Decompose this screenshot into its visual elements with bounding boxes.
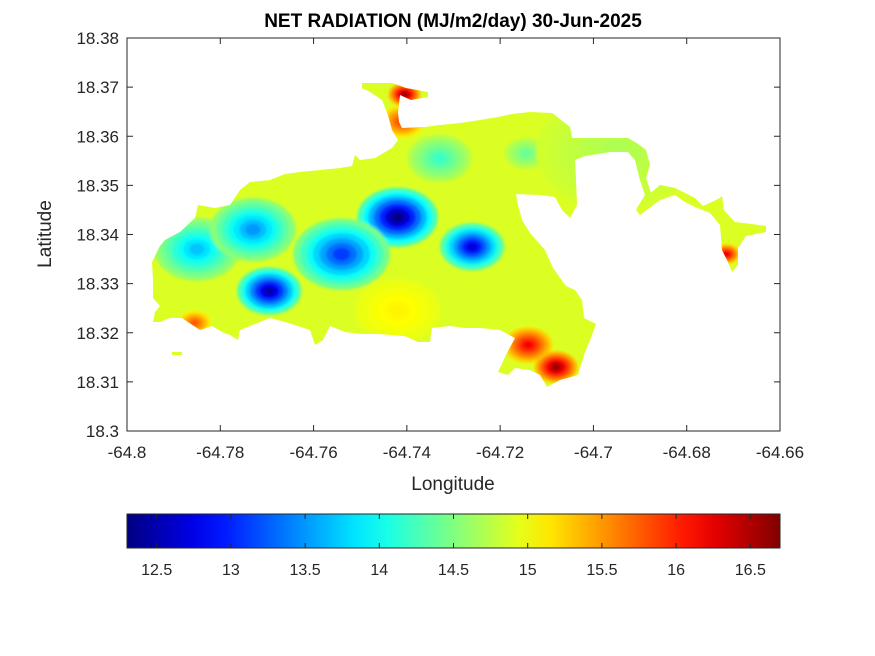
y-axis-ticks: 18.3 18.31 18.32 18.33 18.34 18.35 18.36 18.37 1…	[76, 29, 780, 441]
colorbar-tick-label: 13.5	[290, 562, 321, 579]
field-contour-0-6	[390, 211, 405, 223]
field-contour-2-6	[466, 242, 478, 252]
x-tick-label: -64.74	[383, 443, 431, 462]
field-contour-15-6	[389, 304, 406, 317]
y-tick-label: 18.32	[76, 324, 119, 343]
field-contour-6-6	[433, 154, 446, 163]
x-tick-label: -64.7	[574, 443, 613, 462]
x-axis-ticks: -64.8 -64.78 -64.76 -64.74 -64.72 -64.7 -64.68…	[108, 38, 804, 462]
colorbar-tick-label: 14.5	[438, 562, 469, 579]
field-contour-13-6	[191, 320, 198, 326]
chart-title: NET RADIATION (MJ/m2/day) 30-Jun-2025	[264, 11, 642, 32]
y-axis-label: Latitude	[35, 200, 56, 268]
y-tick-label: 18.36	[76, 127, 119, 146]
colorbar-tick-label: 15	[519, 562, 537, 579]
x-tick-label: -64.72	[476, 443, 524, 462]
x-tick-label: -64.68	[663, 443, 711, 462]
colorbar-tick-label: 12.5	[141, 562, 172, 579]
colorbar: 12.5 13 13.5 14 14.5 15 15.5 16 16.5	[126, 513, 781, 579]
x-axis-label: Longitude	[411, 474, 494, 495]
x-tick-label: -64.8	[108, 443, 147, 462]
field-contour-9-6	[552, 364, 560, 370]
y-tick-label: 18.34	[76, 226, 119, 245]
colorbar-gradient	[126, 513, 781, 549]
field-contour-12-6	[723, 252, 729, 256]
colorbar-tick-label: 13	[222, 562, 240, 579]
field-contour-5-6	[245, 223, 261, 236]
y-tick-label: 18.3	[86, 422, 119, 441]
y-tick-label: 18.35	[76, 176, 119, 195]
y-tick-label: 18.33	[76, 275, 119, 294]
field-contour-8-6	[523, 341, 533, 349]
colorbar-tick-label: 15.5	[586, 562, 617, 579]
y-tick-label: 18.37	[76, 78, 119, 97]
field-contour-11-6	[401, 92, 408, 97]
colorbar-tick-label: 14	[370, 562, 388, 579]
field-contour-1-6	[263, 286, 276, 296]
colorbar-tick-label: 16	[667, 562, 685, 579]
x-tick-label: -64.66	[756, 443, 804, 462]
x-tick-label: -64.78	[196, 443, 244, 462]
field-contour-7-6	[521, 150, 530, 157]
field-contour-3-6	[332, 247, 351, 261]
y-tick-label: 18.38	[76, 29, 119, 48]
colorbar-ticks: 12.5 13 13.5 14 14.5 15 15.5 16 16.5	[141, 514, 766, 579]
colorbar-tick-label: 16.5	[735, 562, 766, 579]
y-tick-label: 18.31	[76, 373, 119, 392]
field-contour-4-6	[189, 243, 205, 255]
x-tick-label: -64.76	[289, 443, 337, 462]
